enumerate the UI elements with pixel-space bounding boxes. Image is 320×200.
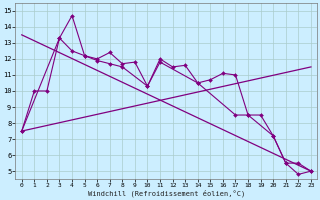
X-axis label: Windchill (Refroidissement éolien,°C): Windchill (Refroidissement éolien,°C) (88, 190, 245, 197)
